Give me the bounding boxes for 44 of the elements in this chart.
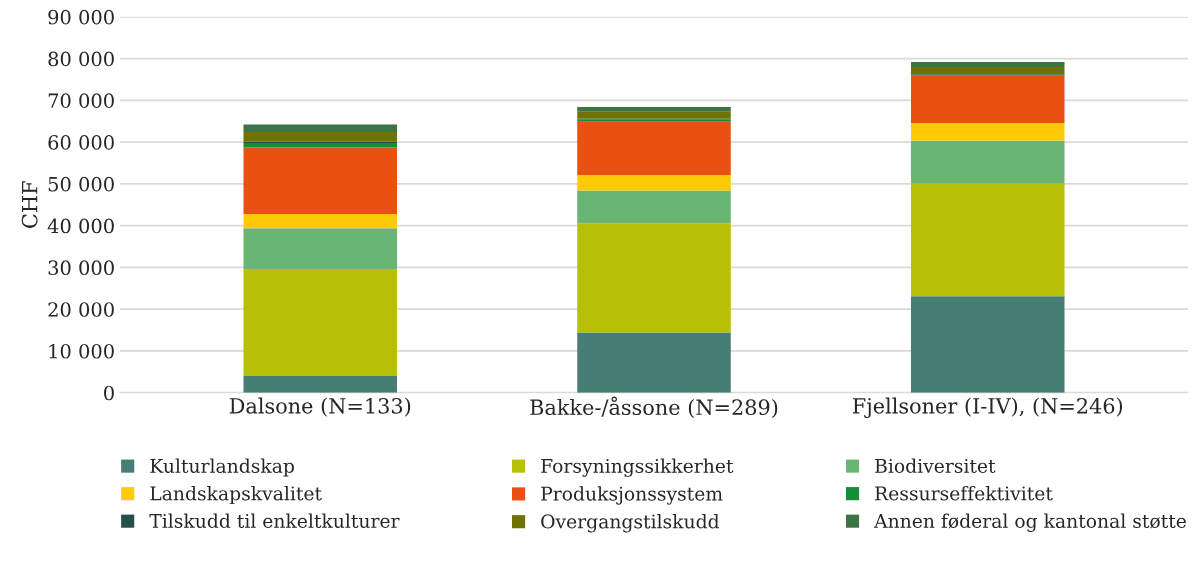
legend-label: Overgangstilskudd [541,514,720,533]
bar [243,375,398,393]
bar [243,124,398,133]
x-tick-label: Dalsone (N=133) [229,397,411,417]
y-tick-label: 80 000 [48,51,114,67]
legend-label: Forsyningssikkerhet [541,458,734,477]
bar [910,122,1065,141]
bar [243,147,398,214]
y-axis-title: CHF [21,181,38,228]
y-tick-label: 10 000 [49,343,114,359]
y-tick-label: 70 000 [48,93,114,109]
bar [577,107,731,112]
bar [910,183,1065,297]
legend-label: Biodiversitet [875,458,996,473]
bar [577,111,731,119]
bar [910,61,1065,67]
legend-label: Kulturlandskap [150,458,294,477]
x-tick-label: Fjellsoner (I-IV), (N=246) [852,397,1123,419]
bar [577,223,731,333]
y-tick-label: 40 000 [47,218,114,234]
bar [577,175,731,191]
bar [577,190,731,224]
y-tick-label: 20 000 [48,302,114,317]
y-tick-label: 90 000 [48,9,114,25]
bar [243,228,398,270]
bar [910,75,1065,123]
bar [243,132,398,142]
legend-label: Tilskudd til enkeltkulturer [149,513,400,528]
y-tick-label: 50 000 [48,176,114,192]
bar [243,269,398,376]
legend-label: Ressurseffektivitet [875,485,1053,501]
bar [243,142,398,148]
bar [243,213,398,229]
legend-label: Landskapskvalitet [150,485,322,505]
legend-label: Produksjonssystem [541,486,723,505]
y-tick-label: 30 000 [48,260,114,276]
bar [577,332,731,393]
y-tick-label: 60 000 [48,135,114,150]
x-tick-label: Bakke-/åssone (N=289) [530,396,778,419]
bar [910,296,1065,393]
y-tick-label: 0 [104,385,114,401]
legend-label: Annen føderal og kantonal støtte [873,513,1186,532]
bar [577,121,731,176]
bar [910,140,1065,184]
